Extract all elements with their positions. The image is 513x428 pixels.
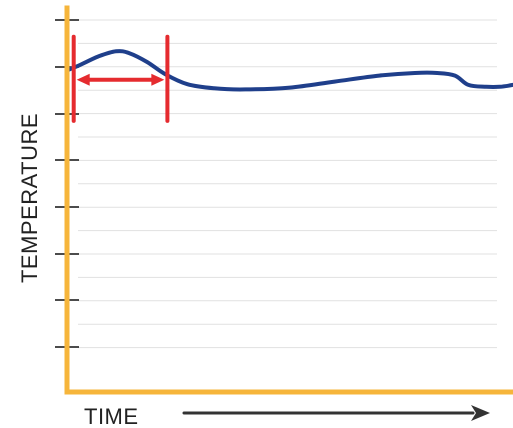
temperature-line bbox=[65, 49, 513, 92]
interval-left-arrowhead bbox=[76, 73, 90, 86]
y-axis-label: TEMPERATURE bbox=[17, 113, 42, 283]
axes bbox=[64, 5, 513, 421]
interval-right-arrowhead bbox=[151, 73, 165, 86]
series-layer bbox=[65, 49, 513, 92]
time-direction-arrowhead bbox=[471, 405, 490, 421]
grid-lines bbox=[78, 19, 497, 349]
x-axis-label: TIME bbox=[84, 404, 139, 428]
interval-annotation bbox=[71, 34, 170, 123]
